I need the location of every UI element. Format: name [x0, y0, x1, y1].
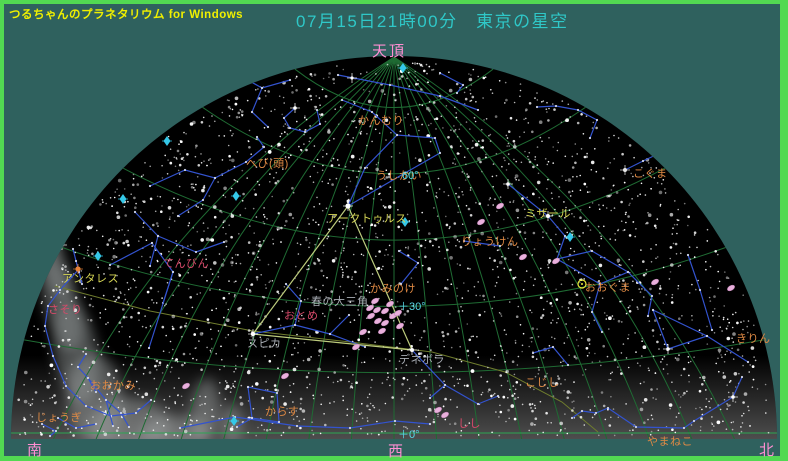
star-label: ミザール [525, 207, 571, 220]
spring-triangle [251, 204, 413, 351]
altitude-label: 60° [402, 170, 419, 182]
page-title: 07月15日21時00分 東京の星空 [296, 12, 569, 31]
zodiac-label: おとめ [284, 309, 319, 322]
zenith-label: 天頂 [372, 43, 407, 60]
constellation-label: おおぐま [585, 281, 631, 294]
star-field [17, 62, 770, 437]
constellation-label: こぐま [633, 167, 668, 180]
dome-content [11, 56, 777, 439]
galaxy-markers [182, 202, 735, 419]
constellation-label: やまねこ [647, 435, 693, 448]
constellation-label: かみのけ [370, 282, 416, 295]
cardinal-west: 西 [388, 443, 404, 460]
zodiac-label: さそり [48, 303, 83, 316]
constellation-label: きりん [736, 332, 771, 345]
bright-stars [57, 73, 738, 402]
sun-marker [577, 279, 587, 289]
altitude-label: ＋30° [398, 301, 426, 313]
app-title: つるちゃんのプラネタリウム for Windows [9, 9, 244, 21]
altitude-labels: ＋0° ＋30° 60° [398, 170, 426, 441]
constellation-label: じょうぎ [36, 410, 82, 424]
constellation-label: へび(頭) [246, 157, 289, 170]
star-label: アンタレス [62, 272, 119, 285]
star-label: アークトゥルス [327, 212, 407, 225]
planet-markers [93, 63, 575, 426]
altitude-label: ＋0° [398, 429, 420, 441]
ecliptic-line [54, 285, 599, 433]
cardinal-south: 南 [27, 442, 43, 459]
zodiac-label: てんびん [163, 257, 209, 270]
constellation-label: かんむり [358, 114, 404, 127]
constellation-lines [40, 68, 750, 438]
info-label: デネボラ [399, 352, 445, 366]
info-label: スピカ [247, 337, 282, 350]
info-label: 春の大三角 [311, 294, 369, 308]
zodiac-label: しし [458, 417, 481, 430]
constellation-label: こじし [525, 376, 560, 389]
constellation-label: りょうけん [461, 235, 519, 248]
cardinal-north: 北 [759, 442, 775, 459]
constellation-label: うしかい [376, 169, 422, 182]
constellation-label: からす [265, 405, 299, 418]
constellation-label: おおかみ [90, 379, 136, 392]
